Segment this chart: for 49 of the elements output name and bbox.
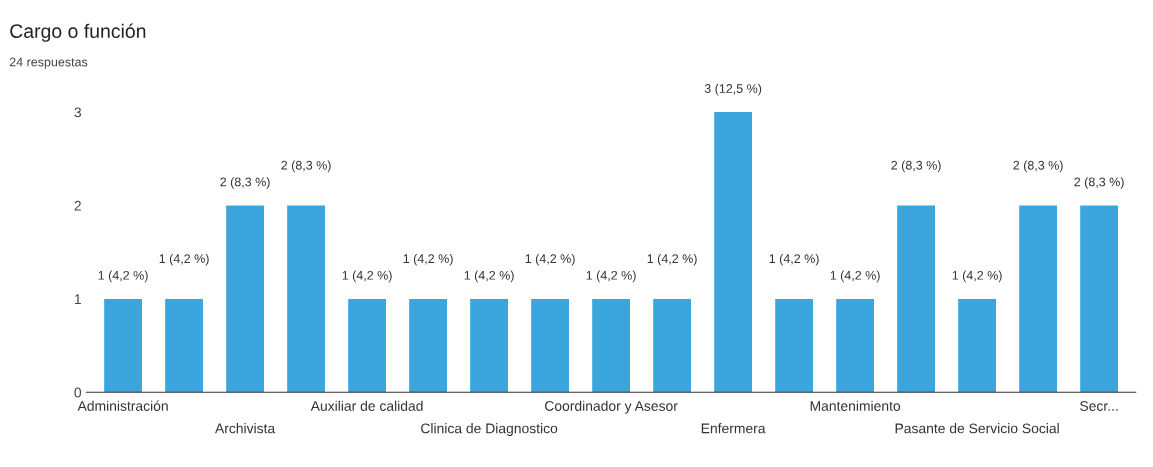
bar [226, 205, 264, 393]
bar [1019, 205, 1058, 393]
bar [836, 298, 875, 393]
data-label: 1 (4,2 %) [952, 270, 1002, 283]
data-label: 1 (4,2 %) [342, 270, 392, 283]
data-label: 2 (8,3 %) [220, 177, 270, 189]
bar [409, 298, 447, 393]
data-label: 3 (12,5 %) [704, 83, 762, 96]
y-tick-label: 1 [74, 294, 81, 304]
data-label: 2 (8,3 %) [891, 160, 941, 173]
chart-title: Cargo o función [10, 23, 146, 42]
bar [653, 298, 691, 393]
bar [1080, 205, 1119, 393]
bar [165, 298, 203, 393]
x-tick-label: Enfermera [701, 423, 766, 434]
chart-subtitle: 24 respuestas [9, 57, 88, 69]
bar [104, 298, 142, 393]
bar [897, 205, 936, 393]
x-tick-label: Clinica de Diagnostico [421, 423, 558, 437]
x-tick-label: Archivista [215, 423, 276, 434]
bar [287, 205, 325, 393]
data-label: 1 (4,2 %) [647, 253, 697, 266]
bar [531, 298, 569, 393]
bar [592, 298, 630, 393]
bar [958, 298, 997, 393]
x-tick-label: Pasante de Servicio Social [895, 423, 1059, 434]
data-label: 1 (4,2 %) [403, 253, 453, 266]
bar [470, 298, 508, 393]
x-tick-label: Coordinador y Asesor [545, 400, 678, 414]
x-tick-label: Administración [77, 400, 168, 411]
bar [348, 298, 386, 393]
x-tick-label: Auxiliar de calidad [310, 400, 423, 411]
x-tick-label: Mantenimiento [810, 400, 901, 411]
data-label: 1 (4,2 %) [464, 270, 514, 283]
data-label: 2 (8,3 %) [1074, 177, 1124, 189]
x-tick-label: Secr... [1080, 401, 1118, 411]
y-tick-label: 0 [74, 387, 82, 398]
data-label: 1 (4,2 %) [769, 253, 819, 266]
y-tick-label: 3 [74, 107, 81, 118]
data-label: 1 (4,2 %) [98, 270, 148, 283]
data-label: 1 (4,2 %) [525, 253, 575, 266]
data-label: 2 (8,3 %) [1013, 160, 1063, 173]
bar [714, 112, 752, 393]
y-tick-label: 2 [74, 200, 81, 211]
bar [775, 298, 814, 393]
data-label: 1 (4,2 %) [586, 270, 636, 283]
data-label: 2 (8,3 %) [281, 160, 331, 173]
data-label: 1 (4,2 %) [830, 270, 880, 283]
data-label: 1 (4,2 %) [159, 253, 209, 266]
